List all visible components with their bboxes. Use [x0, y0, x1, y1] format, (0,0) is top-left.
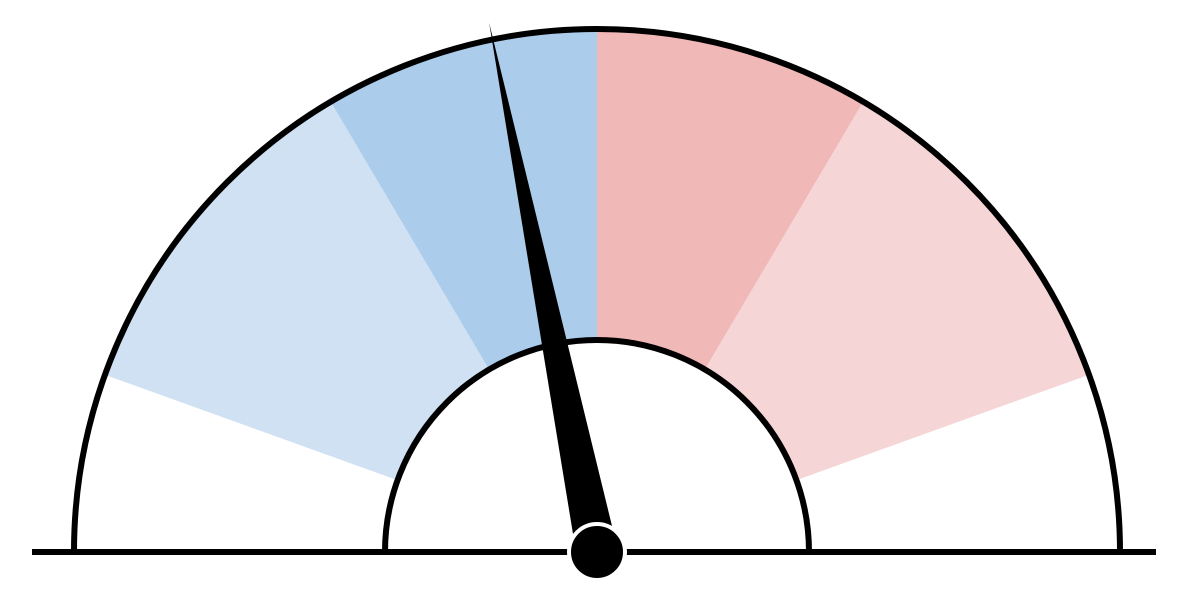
- gauge-band-0: [74, 374, 398, 552]
- gauge-needle: [489, 22, 613, 537]
- gauge-inner-disc: [381, 337, 813, 555]
- gauge-bands: [74, 29, 1120, 552]
- gauge-band-5: [796, 374, 1120, 552]
- gauge-outer-arc: [71, 26, 1123, 553]
- gauge-band-1: [104, 101, 490, 481]
- gauge-band-2: [330, 29, 597, 370]
- gauge-hub: [567, 522, 627, 582]
- gauge-band-4: [704, 101, 1090, 481]
- gauge-band-3: [597, 29, 864, 370]
